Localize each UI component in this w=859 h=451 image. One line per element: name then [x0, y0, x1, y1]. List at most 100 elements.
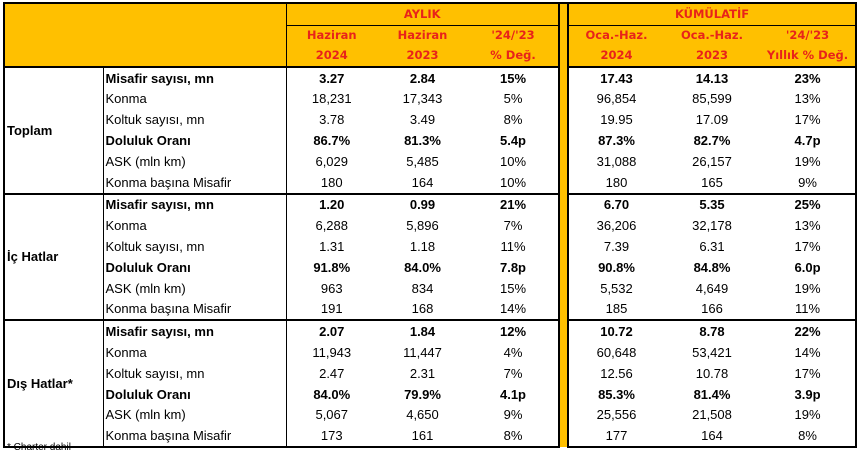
value-cell: 3.78 [319, 112, 345, 128]
value-cell: 84.0% [313, 386, 351, 402]
value-cell: 10.78 [695, 365, 729, 381]
header-row-1: Haziran Haziran '24/'23 Oca.-Haz. Oca.-Haz. '… [4, 25, 858, 46]
value-cell: 8% [760, 425, 858, 449]
value-cell: 834 [411, 280, 434, 296]
table-row: Koltuk sayısı, mn 3.78 3.49 8% 19.95 17.09 17% [4, 109, 858, 131]
value-cell: 161 [377, 425, 468, 449]
value-cell: 53,421 [692, 345, 732, 361]
value-cell: 25,556 [596, 407, 637, 423]
value-cell: 7.39 [603, 239, 630, 255]
value-cell: 14% [760, 342, 858, 363]
value-cell: 10% [468, 171, 559, 195]
value-cell: 87.3% [598, 133, 635, 149]
table-row: Toplam Misafir sayısı, mn 3.27 2.84 15% 17.43… [3, 66, 858, 195]
value-cell: 19% [760, 404, 858, 426]
table-row: Dış Hatlar* Misafir sayısı, mn 2.07 1.84 12%… [3, 320, 858, 449]
metric-label: Misafir sayısı, mn [103, 193, 287, 216]
value-cell: 12.56 [600, 365, 633, 381]
value-cell: 15% [499, 280, 527, 296]
value-cell: 185 [568, 298, 664, 322]
value-cell: 4.1p [499, 386, 526, 402]
table-row: İç Hatlar Misafir sayısı, mn 1.20 0.99 21% 6.… [3, 193, 858, 322]
value-cell: 2.84 [409, 70, 436, 86]
value-cell: 165 [664, 171, 760, 195]
metric-label: Koltuk sayısı, mn [103, 236, 287, 257]
table-row: Konma başına Misafir 173 161 8% 177 164 8% [4, 425, 858, 449]
value-cell: 90.8% [598, 259, 635, 275]
header-row-sections: AYLIK KÜMÜLATİF [3, 1, 858, 448]
value-cell: 3.27 [319, 70, 345, 86]
value-cell: 1.20 [319, 197, 345, 213]
value-cell: 1.31 [319, 239, 345, 255]
value-cell: 3.9p [760, 383, 858, 405]
value-cell: 11,447 [403, 345, 442, 361]
value-cell: 14% [468, 298, 559, 322]
group-label: Dış Hatlar* [3, 320, 104, 449]
value-cell: 3.49 [409, 112, 436, 128]
value-cell: 36,206 [596, 218, 637, 234]
column-header-3-line-1: '24/'23 [468, 25, 559, 46]
column-header-1-line-2: 2024 [286, 45, 377, 68]
value-cell: 22% [760, 320, 858, 343]
value-cell: 81.4% [693, 386, 731, 402]
table-row: Konma 18,231 17,343 5% 96,854 85,599 13% [4, 88, 858, 110]
table-row: ASK (mln km) 963 834 15% 5,532 4,649 19% [4, 277, 858, 299]
value-cell: 12% [499, 324, 527, 340]
value-cell: 23% [760, 66, 858, 89]
traffic-table-container: AYLIK KÜMÜLATİF Haziran Haziran '24/'23 Oca… [3, 1, 858, 451]
value-cell: 21,508 [692, 407, 732, 423]
value-cell: 26,157 [692, 153, 732, 169]
value-cell: 81.3% [404, 133, 441, 149]
value-cell: 4,649 [695, 280, 729, 296]
value-cell: 84.0% [404, 259, 441, 275]
value-cell: 10% [499, 153, 527, 169]
value-cell: 96,854 [596, 91, 637, 107]
value-cell: 5,067 [315, 407, 349, 423]
metric-label: Doluluk Oranı [103, 256, 287, 278]
value-cell: 5% [503, 91, 523, 107]
table-row: ASK (mln km) 5,067 4,650 9% 25,556 21,508 19% [4, 404, 858, 426]
value-cell: 91.8% [313, 259, 351, 275]
metric-label: Konma başına Misafir [103, 171, 287, 195]
value-cell: 6.0p [760, 256, 858, 278]
value-cell: 7.8p [499, 259, 526, 275]
value-cell: 2.07 [319, 324, 345, 340]
value-cell: 19.95 [600, 112, 633, 128]
value-cell: 8.78 [699, 324, 725, 340]
table-row: Konma 6,288 5,896 7% 36,206 32,178 13% [4, 215, 858, 237]
group-label: İç Hatlar [3, 193, 104, 322]
value-cell: 180 [286, 171, 377, 195]
value-cell: 180 [568, 171, 664, 195]
value-cell: 177 [568, 425, 664, 449]
value-cell: 6,029 [315, 153, 349, 169]
value-cell: 1.84 [409, 324, 436, 340]
value-cell: 13% [760, 88, 858, 110]
value-cell: 13% [760, 215, 858, 237]
value-cell: 19% [760, 277, 858, 299]
value-cell: 4.7p [760, 130, 858, 151]
value-cell: 19% [760, 150, 858, 172]
table-row: Konma 11,943 11,447 4% 60,648 53,421 14% [4, 342, 858, 363]
value-cell: 11% [500, 239, 526, 255]
footnote: * Charter dahil [7, 442, 71, 451]
metric-label: Doluluk Oranı [103, 130, 287, 151]
value-cell: 14.13 [695, 70, 729, 86]
value-cell: 31,088 [596, 153, 637, 169]
value-cell: 166 [664, 298, 760, 322]
column-header-2-line-2: 2023 [377, 45, 468, 68]
value-cell: 85,599 [692, 91, 732, 107]
metric-label: Misafir sayısı, mn [103, 320, 287, 343]
value-cell: 85.3% [598, 386, 635, 402]
value-cell: 18,231 [311, 91, 352, 107]
value-cell: 25% [760, 193, 858, 216]
table-row: Doluluk Oranı 84.0% 79.9% 4.1p 85.3% 81.4% 3.9… [4, 383, 858, 405]
value-cell: 5,896 [406, 218, 439, 234]
value-cell: 86.7% [313, 133, 351, 149]
value-cell: 11,943 [312, 345, 352, 361]
metric-label: Koltuk sayısı, mn [103, 109, 287, 131]
column-header-6-line-2: Yıllık % Değ. [760, 45, 858, 68]
value-cell: 60,648 [596, 345, 637, 361]
value-cell: 5.35 [699, 197, 725, 213]
value-cell: 173 [286, 425, 377, 449]
value-cell: 9% [503, 407, 523, 423]
